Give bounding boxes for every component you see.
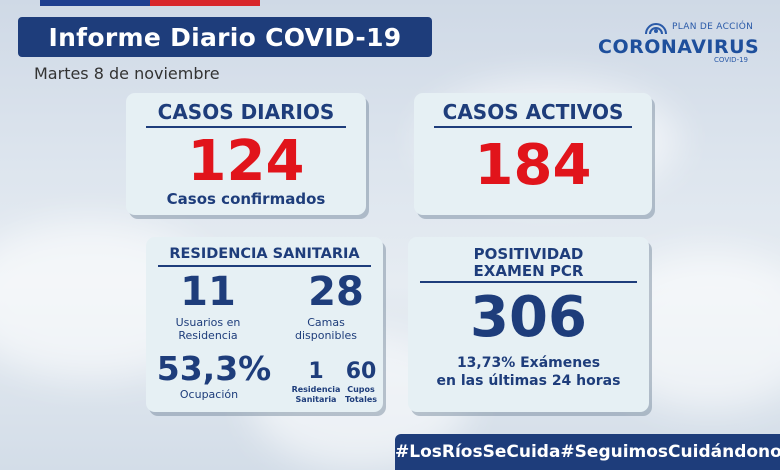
positividad-card: POSITIVIDAD EXAMEN PCR 306 13,73% Exámen…	[408, 237, 649, 412]
casos-activos-underline	[434, 126, 632, 128]
casos-diarios-underline	[146, 126, 346, 128]
cupos-label-line2: Totales	[344, 395, 378, 404]
casos-diarios-value: 124	[187, 129, 305, 194]
camas-label-line2: disponibles	[294, 329, 358, 342]
residencias-label-line1: Residencia	[291, 385, 341, 394]
residencias-value: 1	[308, 359, 324, 384]
casos-diarios-card: CASOS DIARIOS 124 Casos confirmados	[126, 93, 366, 215]
casos-activos-card: CASOS ACTIVOS 184	[414, 93, 652, 215]
report-title-bar: Informe Diario COVID-19	[18, 17, 432, 57]
residencias-label-line2: Sanitaria	[295, 395, 337, 404]
positividad-heading-line2: EXAMEN PCR	[473, 262, 584, 280]
flag-stripe	[40, 0, 260, 6]
positividad-value: 306	[470, 285, 587, 350]
ocupacion-value: 53,3%	[156, 349, 272, 388]
positividad-label-line1: 13,73% Exámenes	[456, 355, 601, 371]
gov-star-icon	[645, 23, 667, 35]
positividad-label-line2: en las últimas 24 horas	[436, 373, 621, 389]
positividad-underline	[420, 281, 637, 283]
usuarios-value: 11	[180, 269, 236, 315]
logo-name: CORONAVIRUS	[598, 36, 760, 58]
residencia-heading: RESIDENCIA SANITARIA	[169, 246, 360, 262]
casos-activos-heading: CASOS ACTIVOS	[442, 100, 624, 124]
hashtag-footer: #LosRíosSeCuida #SeguimosCuidándonos	[395, 434, 780, 470]
camas-value: 28	[308, 269, 364, 315]
report-title: Informe Diario COVID-19	[48, 22, 402, 52]
camas-label-line1: Camas	[307, 316, 345, 329]
report-date: Martes 8 de noviembre	[34, 64, 220, 83]
cupos-value: 60	[345, 359, 377, 384]
cupos-label-line1: Cupos	[347, 385, 375, 394]
coronavirus-logo: PLAN DE ACCIÓN CORONAVIRUS COVID-19	[598, 16, 760, 66]
logo-sub: COVID-19	[714, 56, 748, 64]
usuarios-label-line2: Residencia	[178, 329, 238, 342]
hashtag-los-rios: #LosRíosSeCuida	[395, 442, 561, 462]
casos-diarios-label: Casos confirmados	[166, 190, 326, 208]
casos-diarios-heading: CASOS DIARIOS	[157, 100, 335, 124]
logo-plan-text: PLAN DE ACCIÓN	[672, 22, 754, 32]
positividad-heading-line1: POSITIVIDAD	[473, 245, 584, 263]
casos-activos-value: 184	[474, 133, 592, 198]
usuarios-label-line1: Usuarios en	[175, 316, 241, 329]
residencia-card: RESIDENCIA SANITARIA 11 Usuarios en Resi…	[146, 237, 383, 412]
ocupacion-label: Ocupación	[179, 388, 239, 401]
residencia-underline	[158, 265, 371, 267]
hashtag-seguimos: #SeguimosCuidándonos	[560, 442, 780, 462]
